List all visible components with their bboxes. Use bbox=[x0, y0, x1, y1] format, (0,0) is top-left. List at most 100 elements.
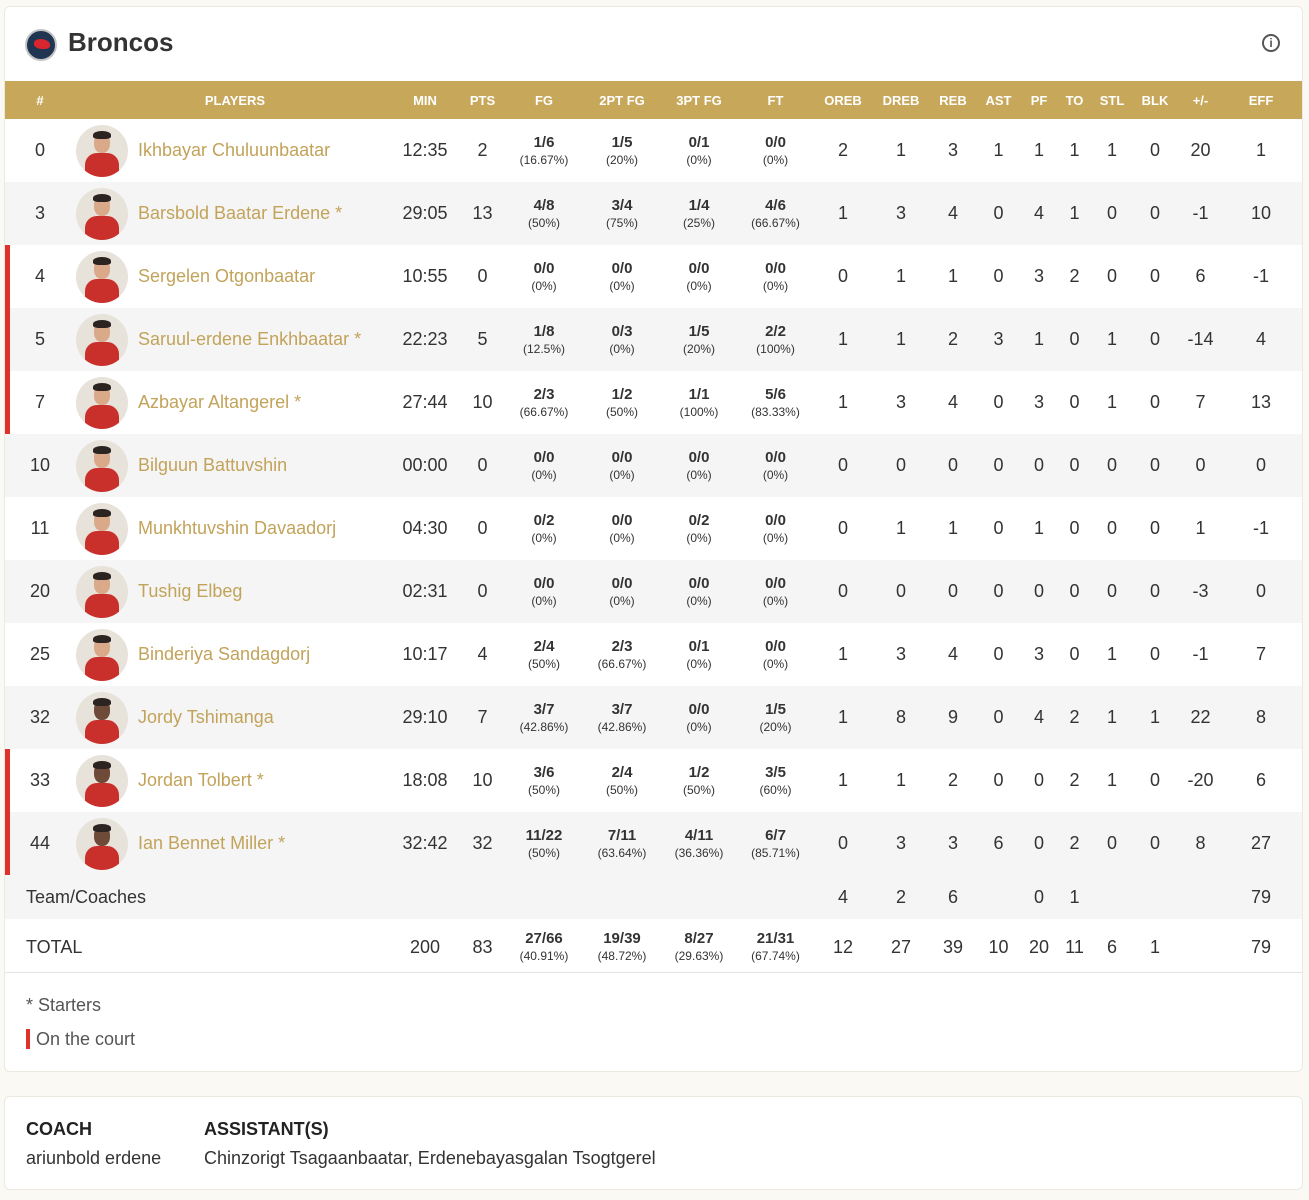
eff: -1 bbox=[1218, 497, 1302, 560]
player-name-link[interactable]: Saruul-erdene Enkhbaatar * bbox=[138, 329, 362, 349]
column-header: PLAYERS bbox=[75, 81, 395, 119]
ft-made-attempted: 0/0 bbox=[765, 448, 786, 466]
blk: 0 bbox=[1127, 371, 1183, 434]
points: 7 bbox=[455, 686, 510, 749]
pf: 1 bbox=[1026, 119, 1052, 182]
blk: 0 bbox=[1127, 308, 1183, 371]
oreb: 1 bbox=[819, 182, 867, 245]
ast: 0 bbox=[971, 497, 1026, 560]
player-cell: Jordy Tshimanga bbox=[75, 686, 395, 749]
stl: 1 bbox=[1097, 623, 1127, 686]
fg-percent: (16.67%) bbox=[519, 152, 569, 167]
ast bbox=[971, 875, 1026, 919]
player-name-link[interactable]: Jordan Tolbert * bbox=[138, 770, 264, 790]
minutes: 32:42 bbox=[395, 812, 455, 875]
fg-made-attempted: 1/6 bbox=[533, 133, 555, 151]
column-header: 2PT FG bbox=[578, 81, 666, 119]
fg2: 0/0 (0%) bbox=[578, 560, 666, 623]
jersey-number: 11 bbox=[5, 497, 75, 560]
fg-percent: (0%) bbox=[531, 467, 557, 482]
dreb: 0 bbox=[867, 434, 935, 497]
avatar bbox=[76, 124, 128, 177]
player-name-link[interactable]: Tushig Elbeg bbox=[138, 581, 243, 601]
minutes: 22:23 bbox=[395, 308, 455, 371]
reb: 0 bbox=[935, 560, 971, 623]
fg3 bbox=[666, 875, 732, 919]
player-name-link[interactable]: Ian Bennet Miller * bbox=[138, 833, 286, 853]
player-cell: Azbayar Altangerel * bbox=[75, 371, 395, 434]
fg3-percent: (0%) bbox=[686, 467, 712, 482]
fg2-made-attempted: 0/0 bbox=[611, 448, 633, 466]
pf: 3 bbox=[1026, 245, 1052, 308]
eff: 0 bbox=[1218, 560, 1302, 623]
fg2: 3/4 (75%) bbox=[578, 182, 666, 245]
pf: 0 bbox=[1026, 812, 1052, 875]
fg3: 4/11 (36.36%) bbox=[666, 812, 732, 875]
player-cell: Munkhtuvshin Davaadorj bbox=[75, 497, 395, 560]
points: 83 bbox=[455, 919, 510, 975]
fg3-made-attempted: 0/2 bbox=[688, 511, 710, 529]
player-name-link[interactable]: Sergelen Otgonbaatar bbox=[138, 266, 316, 286]
fg2-made-attempted: 1/2 bbox=[611, 385, 633, 403]
ft-made-attempted: 0/0 bbox=[765, 574, 786, 592]
ast: 10 bbox=[971, 919, 1026, 975]
reb: 2 bbox=[935, 749, 971, 812]
total-row: TOTAL 200 83 27/66 (40.91%) 19/39 (48.72%) 8/27… bbox=[5, 919, 1302, 975]
pf: 4 bbox=[1026, 182, 1052, 245]
player-name-link[interactable]: Jordy Tshimanga bbox=[138, 707, 274, 727]
to: 1 bbox=[1052, 875, 1097, 919]
fg-made-attempted: 0/0 bbox=[533, 259, 555, 277]
ft: 0/0 (0%) bbox=[732, 119, 819, 182]
pts bbox=[455, 875, 510, 919]
stl: 1 bbox=[1097, 119, 1127, 182]
table-row: 32 Jordy Tshimanga 29:10 7 3/7 (42.86%) 3/7 (42… bbox=[5, 686, 1302, 749]
team-coaches-label: Team/Coaches bbox=[5, 875, 395, 919]
fg3: 0/0 (0%) bbox=[666, 434, 732, 497]
fg2: 0/0 (0%) bbox=[578, 434, 666, 497]
pf: 0 bbox=[1026, 875, 1052, 919]
fg2: 2/4 (50%) bbox=[578, 749, 666, 812]
team-header: Broncos i bbox=[5, 7, 1302, 81]
dreb: 3 bbox=[867, 182, 935, 245]
to: 0 bbox=[1052, 497, 1097, 560]
fg2-percent: (50%) bbox=[605, 404, 638, 419]
jersey-number: 32 bbox=[5, 686, 75, 749]
table-bottom-divider bbox=[5, 972, 1302, 973]
fg2: 1/5 (20%) bbox=[578, 119, 666, 182]
blk: 0 bbox=[1127, 812, 1183, 875]
jersey-number: 4 bbox=[5, 245, 75, 308]
fg-percent: (66.67%) bbox=[519, 404, 569, 419]
ast: 0 bbox=[971, 560, 1026, 623]
player-name-link[interactable]: Ikhbayar Chuluunbaatar bbox=[138, 140, 331, 160]
pf: 1 bbox=[1026, 308, 1052, 371]
fg-made-attempted: 1/8 bbox=[533, 322, 555, 340]
reb: 9 bbox=[935, 686, 971, 749]
info-icon[interactable]: i bbox=[1262, 34, 1280, 52]
fg3: 0/0 (0%) bbox=[666, 560, 732, 623]
ft-made-attempted: 5/6 bbox=[765, 385, 786, 403]
fg2-made-attempted: 2/4 bbox=[611, 763, 633, 781]
assistants-column: ASSISTANT(S) Chinzorigt Tsagaanbaatar, E… bbox=[204, 1119, 656, 1169]
fg-made-attempted: 4/8 bbox=[533, 196, 555, 214]
player-name-link[interactable]: Munkhtuvshin Davaadorj bbox=[138, 518, 337, 538]
ast: 0 bbox=[971, 686, 1026, 749]
fg-percent: (40.91%) bbox=[519, 949, 569, 963]
player-name-link[interactable]: Bilguun Battuvshin bbox=[138, 455, 288, 475]
stl: 1 bbox=[1097, 686, 1127, 749]
column-header: MIN bbox=[395, 81, 455, 119]
team-name: Broncos bbox=[68, 27, 174, 57]
table-row: 20 Tushig Elbeg 02:31 0 0/0 (0%) 0/0 (0%) 0/0 (0%… bbox=[5, 560, 1302, 623]
player-name-link[interactable]: Barsbold Baatar Erdene * bbox=[138, 203, 343, 223]
fg2-percent: (0%) bbox=[609, 467, 635, 482]
eff: 79 bbox=[1218, 875, 1302, 919]
player-name-link[interactable]: Binderiya Sandagdorj bbox=[138, 644, 311, 664]
fg: 1/6 (16.67%) bbox=[510, 119, 578, 182]
column-header: STL bbox=[1097, 81, 1127, 119]
dreb: 0 bbox=[867, 560, 935, 623]
ft: 0/0 (0%) bbox=[732, 560, 819, 623]
player-name-link[interactable]: Azbayar Altangerel * bbox=[138, 392, 302, 412]
points: 2 bbox=[455, 119, 510, 182]
table-row: 44 Ian Bennet Miller * 32:42 32 11/22 (50%) 7/… bbox=[5, 812, 1302, 875]
player-cell: Ikhbayar Chuluunbaatar bbox=[75, 119, 395, 182]
points: 5 bbox=[455, 308, 510, 371]
